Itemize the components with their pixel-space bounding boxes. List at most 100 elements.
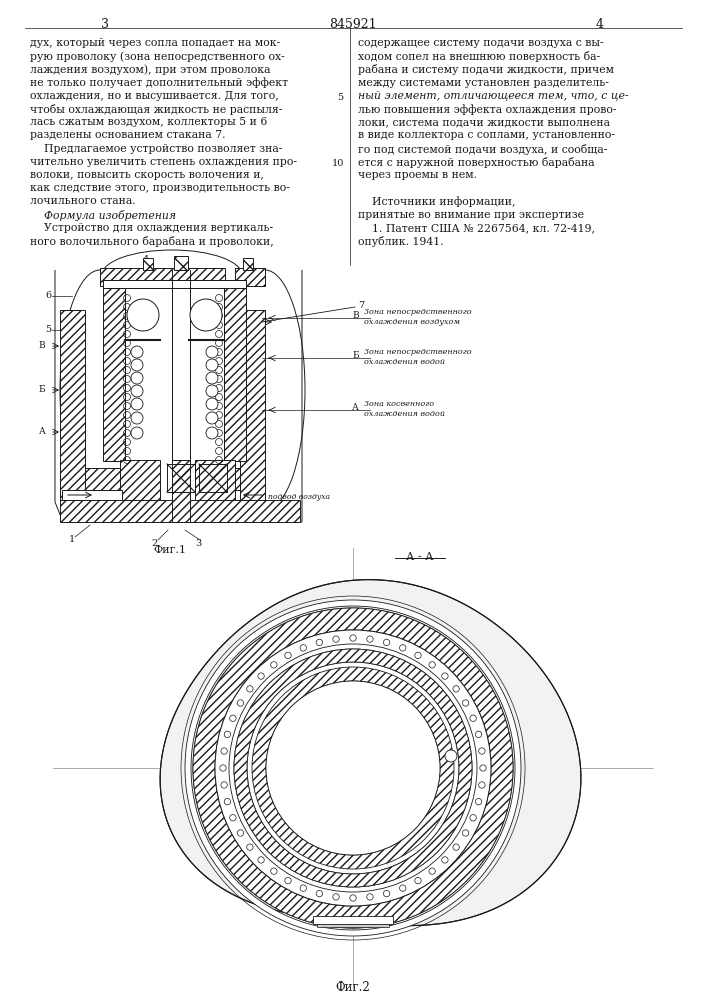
Circle shape [333, 894, 339, 900]
Circle shape [131, 398, 143, 410]
Circle shape [475, 798, 481, 805]
Circle shape [190, 299, 222, 331]
Bar [199, 464, 227, 492]
Text: 3: 3 [101, 18, 109, 31]
Bar [120, 460, 160, 500]
Circle shape [285, 652, 291, 659]
Circle shape [316, 639, 322, 646]
Text: принятые во внимание при экспертизе: принятые во внимание при экспертизе [358, 210, 584, 220]
Text: Подвод воды: Подвод воды [65, 493, 118, 501]
Circle shape [206, 398, 218, 410]
Circle shape [206, 346, 218, 358]
Bar [167, 464, 195, 492]
Circle shape [206, 372, 218, 384]
Text: Устройство для охлаждения вертикаль-: Устройство для охлаждения вертикаль- [30, 223, 273, 233]
Circle shape [224, 798, 230, 805]
Text: В: В [39, 342, 45, 351]
Text: Источники информации,: Источники информации, [358, 196, 515, 207]
Circle shape [470, 715, 477, 721]
Text: ется с наружной поверхностью барабана: ется с наружной поверхностью барабана [358, 157, 595, 168]
Bar [317, 924, 389, 927]
Circle shape [479, 748, 485, 754]
Circle shape [131, 359, 143, 371]
Circle shape [193, 608, 513, 928]
Wedge shape [234, 649, 472, 887]
Circle shape [415, 877, 421, 884]
Circle shape [271, 662, 277, 668]
Text: содержащее систему подачи воздуха с вы-: содержащее систему подачи воздуха с вы- [358, 38, 604, 48]
Circle shape [442, 673, 448, 679]
Bar [85, 468, 125, 490]
Text: лью повышения эффекта охлаждения прово-: лью повышения эффекта охлаждения прово- [358, 104, 617, 115]
Text: опублик. 1941.: опублик. 1941. [358, 236, 443, 247]
Text: 4: 4 [596, 18, 604, 31]
Text: 7: 7 [358, 302, 364, 310]
Bar [313, 916, 393, 924]
Circle shape [131, 427, 143, 439]
Text: Фиг.1: Фиг.1 [153, 545, 187, 555]
Text: Фиг.2: Фиг.2 [336, 981, 370, 994]
Text: А: А [352, 403, 359, 412]
Bar [60, 310, 85, 500]
Circle shape [206, 412, 218, 424]
Circle shape [229, 644, 477, 892]
Text: 3: 3 [195, 538, 201, 548]
Circle shape [399, 645, 406, 651]
Bar [172, 460, 190, 522]
Text: локи, система подачи жидкости выполнена: локи, система подачи жидкости выполнена [358, 117, 610, 127]
Text: в виде коллектора с соплами, установленно-: в виде коллектора с соплами, установленн… [358, 130, 615, 140]
Text: 10: 10 [332, 159, 344, 168]
Circle shape [429, 868, 436, 874]
Text: волоки, повысить скорость волочения и,: волоки, повысить скорость волочения и, [30, 170, 264, 180]
Bar [195, 460, 235, 500]
Text: как следствие этого, производительность во-: как следствие этого, производительность … [30, 183, 290, 193]
Text: 845921: 845921 [329, 18, 377, 31]
Text: чительно увеличить степень охлаждения про-: чительно увеличить степень охлаждения пр… [30, 157, 297, 167]
Circle shape [221, 782, 228, 788]
Circle shape [266, 681, 440, 855]
Circle shape [480, 765, 486, 771]
Text: подвод воздуха: подвод воздуха [268, 493, 330, 501]
Circle shape [383, 639, 390, 646]
Text: Б: Б [39, 385, 45, 394]
Circle shape [131, 346, 143, 358]
Circle shape [300, 645, 306, 651]
Circle shape [383, 890, 390, 897]
Text: Зона непосредственного
охлаждения водой: Зона непосредственного охлаждения водой [364, 348, 472, 366]
Wedge shape [252, 667, 454, 869]
Text: лаждения воздухом), при этом проволока: лаждения воздухом), при этом проволока [30, 64, 271, 75]
Text: охлаждения, но и высушивается. Для того,: охлаждения, но и высушивается. Для того, [30, 91, 279, 101]
Bar [103, 286, 125, 461]
Circle shape [221, 748, 228, 754]
Circle shape [258, 673, 264, 679]
Polygon shape [160, 580, 581, 926]
Circle shape [131, 372, 143, 384]
Bar [224, 286, 246, 461]
Text: 1. Патент США № 2267564, кл. 72-419,: 1. Патент США № 2267564, кл. 72-419, [358, 223, 595, 233]
Text: А - А: А - А [407, 552, 434, 562]
Circle shape [429, 662, 436, 668]
Circle shape [462, 830, 469, 836]
Text: 2: 2 [152, 538, 158, 548]
Text: Зона непосредственного
охлаждения воздухом: Зона непосредственного охлаждения воздух… [364, 308, 472, 326]
Text: чтобы охлаждающая жидкость не распыля-: чтобы охлаждающая жидкость не распыля- [30, 104, 282, 115]
Circle shape [350, 895, 356, 901]
Wedge shape [185, 600, 521, 936]
Circle shape [399, 885, 406, 891]
Circle shape [415, 652, 421, 659]
Bar [240, 310, 265, 500]
Bar [200, 468, 240, 490]
Circle shape [445, 750, 457, 762]
Bar [103, 280, 246, 288]
Bar [243, 258, 253, 270]
Circle shape [206, 427, 218, 439]
Circle shape [131, 385, 143, 397]
Wedge shape [193, 608, 513, 928]
Text: дух, который через сопла попадает на мок-: дух, который через сопла попадает на мок… [30, 38, 280, 48]
Text: Зона косвенного
охлаждения водой: Зона косвенного охлаждения водой [364, 400, 445, 418]
Text: не только получает дополнительный эффект: не только получает дополнительный эффект [30, 78, 288, 88]
Circle shape [350, 635, 356, 641]
Text: лась сжатым воздухом, коллекторы 5 и 6: лась сжатым воздухом, коллекторы 5 и 6 [30, 117, 267, 127]
Circle shape [230, 715, 236, 721]
Circle shape [131, 412, 143, 424]
